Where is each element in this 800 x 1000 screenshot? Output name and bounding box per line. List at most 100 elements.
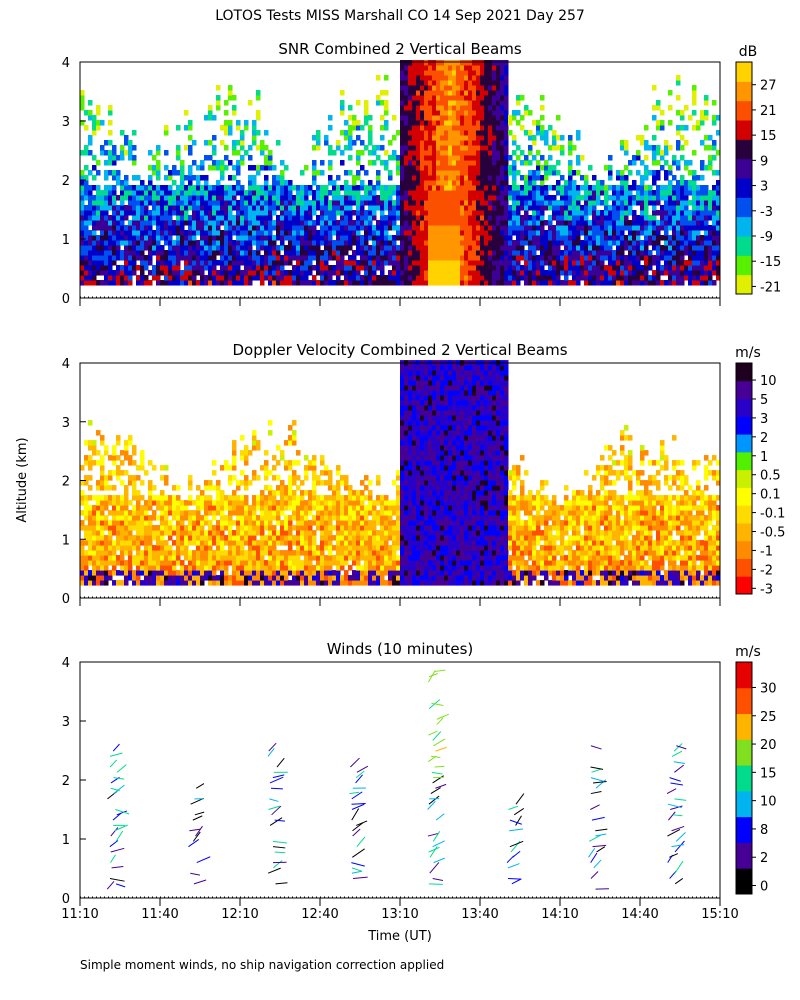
colorbar-cell: [736, 236, 752, 256]
colorbar-cell: [736, 540, 752, 559]
colorbar-cell: [736, 576, 752, 595]
colorbar-tick-label: 1: [760, 450, 768, 465]
panel-2: 0 1 2 3 4 Doppler Velocity Combined 2 Vertica…: [62, 341, 786, 607]
y-tick-label: 4: [62, 357, 70, 372]
colorbar-tick-label: 3: [760, 180, 768, 195]
y-tick-label: 0: [62, 592, 70, 607]
y-tick-label: 0: [62, 292, 70, 307]
colorbar-cell: [736, 434, 752, 453]
y-tick-label: 2: [62, 174, 70, 189]
footnote: Simple moment winds, no ship navigation …: [80, 958, 445, 972]
colorbar-tick-label: 15: [760, 129, 777, 144]
colorbar-cell: [736, 842, 752, 869]
figure-title: LOTOS Tests MISS Marshall CO 14 Sep 2021…: [215, 8, 585, 24]
colorbar-cell: [736, 363, 752, 382]
y-tick-label: 3: [62, 715, 70, 730]
colorbar-cell: [736, 62, 752, 82]
colorbar-cell: [736, 816, 752, 843]
colorbar-cell: [736, 739, 752, 766]
colorbar-tick-label: -1: [760, 544, 773, 559]
x-tick-label: 14:10: [541, 907, 578, 922]
colorbar-tick-label: 5: [760, 393, 768, 408]
x-tick-label: 15:10: [701, 907, 738, 922]
colorbar-cell: [736, 558, 752, 577]
colorbar-tick-label: 2: [760, 851, 768, 866]
y-tick-label: 4: [62, 656, 70, 671]
colorbar-cell: [736, 868, 752, 895]
colorbar-cell: [736, 505, 752, 524]
colorbar-tick-label: 2: [760, 431, 768, 446]
colorbar-cell: [736, 790, 752, 818]
colorbar-cell: [736, 687, 752, 715]
colorbar-frame: [735, 61, 753, 295]
colorbar-cell: [736, 81, 752, 102]
colorbar-tick-label: 10: [760, 374, 777, 389]
colorbar-tick-label: -0.1: [760, 507, 785, 522]
colorbar-tick-label: 27: [760, 79, 777, 94]
colorbar-tick-label: 8: [760, 823, 768, 838]
colorbar-cell: [736, 158, 752, 179]
colorbar-tick-label: -3: [760, 205, 773, 220]
y-tick-label: 2: [62, 774, 70, 789]
panel-1: 0 1 2 3 4 SNR Combined 2 Vertical Beams 27 21 15…: [62, 40, 782, 307]
x-axis-label: Time (UT): [367, 929, 432, 944]
colorbar-cell: [736, 713, 752, 740]
colorbar-tick-label: 15: [760, 766, 777, 781]
colorbar-tick-label: 3: [760, 412, 768, 427]
colorbar-tick-label: -21: [760, 280, 781, 295]
y-tick-label: 1: [62, 833, 70, 848]
colorbar-cell: [736, 139, 752, 160]
colorbar-unit: m/s: [735, 345, 761, 361]
colorbar-tick-label: 25: [760, 710, 777, 725]
colorbar-cell: [736, 522, 752, 542]
y-tick-label: 2: [62, 475, 70, 490]
panel-title: Winds (10 minutes): [327, 640, 474, 658]
panel-title: SNR Combined 2 Vertical Beams: [278, 40, 521, 58]
colorbar-tick-label: 9: [760, 154, 768, 169]
y-tick-label: 1: [62, 233, 70, 248]
colorbar-tick-label: 20: [760, 738, 777, 753]
x-tick-label: 13:40: [461, 907, 498, 922]
colorbar-tick-label: -0.5: [760, 526, 785, 541]
colorbar-tick-label: 0.1: [760, 488, 781, 503]
colorbar-cell: [736, 469, 752, 488]
y-axis-label: Altitude (km): [15, 437, 30, 522]
colorbar-tick-label: 10: [760, 795, 777, 810]
x-tick-label: 13:10: [381, 907, 418, 922]
x-tick-label: 12:40: [301, 907, 338, 922]
colorbar-cell: [736, 197, 752, 218]
colorbar-cell: [736, 100, 752, 121]
colorbar-cell: [736, 255, 752, 276]
panel-3: 0 1 2 3 4 11:10 11:40 12:10 12:40 13:10 13:40 14:10…: [61, 640, 776, 944]
y-tick-label: 1: [62, 533, 70, 548]
panel-title: Doppler Velocity Combined 2 Vertical Bea…: [232, 341, 567, 359]
y-tick-label: 3: [62, 416, 70, 431]
colorbar-cell: [736, 216, 752, 237]
colorbar-cell: [736, 765, 752, 792]
y-tick-label: 4: [62, 56, 70, 71]
colorbar-cell: [736, 487, 752, 506]
y-tick-label: 3: [62, 115, 70, 130]
colorbar-unit: dB: [739, 44, 758, 60]
colorbar-cell: [736, 380, 752, 400]
x-tick-label: 12:10: [221, 907, 258, 922]
colorbar-tick-label: 0: [760, 880, 768, 895]
colorbar-cell: [736, 178, 752, 198]
x-tick-label: 14:40: [621, 907, 658, 922]
colorbar-cell: [736, 120, 752, 140]
colorbar-frame: [735, 661, 753, 895]
colorbar-tick-label: -15: [760, 255, 781, 270]
colorbar-frame: [735, 362, 753, 595]
colorbar-tick-label: -9: [760, 230, 773, 245]
colorbar-unit: m/s: [735, 644, 761, 660]
y-tick-label: 0: [62, 892, 70, 907]
x-tick-label: 11:40: [141, 907, 178, 922]
colorbar-tick-label: -2: [760, 563, 773, 578]
colorbar-tick-label: 30: [760, 681, 777, 696]
colorbar-tick-label: 0.5: [760, 469, 781, 484]
colorbar-tick-label: -3: [760, 582, 773, 597]
colorbar-tick-label: 21: [760, 104, 777, 119]
colorbar-cell: [736, 451, 752, 471]
colorbar-cell: [736, 398, 752, 417]
